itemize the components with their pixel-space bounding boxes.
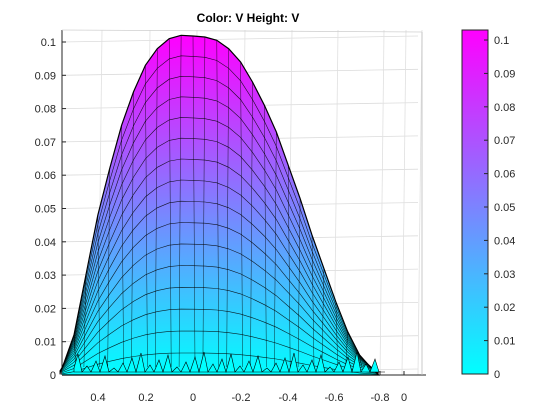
z-tick-label: 0.06 bbox=[35, 170, 56, 182]
mesh-col bbox=[250, 81, 253, 368]
mesh-row bbox=[59, 137, 379, 372]
z-tick-label: 0 bbox=[50, 370, 56, 382]
z-tick-label: 0.01 bbox=[35, 337, 56, 349]
mesh-col bbox=[369, 366, 372, 369]
mesh-row bbox=[59, 286, 379, 373]
mesh-row bbox=[59, 117, 379, 373]
mesh-col bbox=[168, 38, 172, 368]
mesh-row bbox=[59, 330, 379, 374]
mesh-row bbox=[59, 158, 379, 372]
colorbar-tick-label: 0 bbox=[494, 369, 500, 381]
mesh-col bbox=[335, 301, 339, 368]
mesh-col bbox=[311, 235, 315, 368]
mesh-col bbox=[97, 215, 101, 368]
mesh-row bbox=[59, 55, 379, 375]
z-tick-label: 0.1 bbox=[41, 37, 56, 49]
surface bbox=[59, 34, 385, 376]
mesh-col bbox=[321, 268, 325, 368]
colorbar-tick-label: 0.05 bbox=[494, 202, 515, 214]
mesh-col bbox=[359, 354, 362, 368]
z-tick-label: 0.09 bbox=[35, 70, 56, 82]
mesh-row bbox=[59, 75, 379, 374]
grid-line-x bbox=[417, 29, 423, 376]
mesh-row bbox=[59, 179, 379, 372]
mesh-col bbox=[155, 48, 158, 368]
mesh-col bbox=[264, 105, 267, 368]
z-tick-label: 0.08 bbox=[35, 104, 56, 116]
z-tick-label: 0.03 bbox=[35, 270, 56, 282]
x-tick-label: 0 bbox=[401, 392, 407, 404]
mesh-col bbox=[178, 35, 182, 368]
x-tick-label: 0.4 bbox=[90, 392, 105, 404]
z-tick-label: 0.02 bbox=[35, 303, 56, 315]
mesh-col bbox=[240, 61, 243, 368]
colorbar-tick-label: 0.02 bbox=[494, 302, 515, 314]
mesh-row bbox=[59, 243, 379, 372]
z-tick-label: 0.07 bbox=[35, 137, 56, 149]
mesh-col bbox=[216, 40, 220, 368]
mesh-col bbox=[287, 165, 291, 368]
mesh-col bbox=[145, 65, 148, 368]
mesh-col bbox=[83, 275, 87, 368]
mesh-row bbox=[59, 222, 379, 372]
mesh-row bbox=[59, 308, 379, 374]
mesh-col bbox=[121, 125, 124, 368]
colorbar-tick-label: 0.07 bbox=[494, 135, 515, 147]
mesh-col bbox=[131, 91, 134, 368]
mesh-row bbox=[59, 200, 379, 372]
mesh-col bbox=[297, 198, 301, 368]
surface-floor-edge bbox=[73, 351, 385, 374]
mesh-col bbox=[192, 36, 196, 368]
chart-title: Color: V Height: V bbox=[197, 11, 300, 25]
z-tick-label: 0.05 bbox=[35, 204, 56, 216]
grid-line-z bbox=[61, 35, 419, 43]
mesh-col bbox=[345, 331, 348, 368]
surface-fill bbox=[62, 34, 381, 376]
colorbar-tick-label: 0.06 bbox=[494, 169, 515, 181]
colorbar-tick-label: 0.04 bbox=[494, 235, 515, 247]
colorbar-tick-label: 0.03 bbox=[494, 269, 515, 281]
x-tick-label: -0.4 bbox=[279, 392, 298, 404]
mesh-row bbox=[59, 96, 379, 374]
x-tick-label: 0.2 bbox=[138, 392, 153, 404]
colorbar: 0 0.01 0.02 0.03 0.04 0.05 0.06 0.07 0.08 0.09 0.1 bbox=[461, 29, 515, 381]
mesh-col bbox=[274, 131, 277, 368]
mesh-col bbox=[107, 168, 110, 368]
colorbar-tick-label: 0.08 bbox=[494, 102, 515, 114]
top-edge bbox=[61, 29, 423, 33]
grid-line-x bbox=[401, 29, 407, 376]
colorbar-gradient bbox=[461, 29, 489, 375]
colorbar-tick-label: 0.1 bbox=[494, 35, 509, 47]
colorbar-tick-label: 0.01 bbox=[494, 336, 515, 348]
mesh-col bbox=[202, 37, 206, 368]
mesh-row bbox=[59, 265, 379, 372]
x-tick-label: 0 bbox=[190, 392, 196, 404]
x-tick-label: -0.2 bbox=[232, 392, 251, 404]
x-tick-label: -0.6 bbox=[325, 392, 344, 404]
grid-line-x bbox=[379, 29, 385, 376]
x-tick-label: -0.8 bbox=[371, 392, 390, 404]
colorbar-tick-label: 0.09 bbox=[494, 68, 515, 80]
mesh-col bbox=[226, 48, 229, 368]
z-tick-label: 0.04 bbox=[35, 237, 56, 249]
